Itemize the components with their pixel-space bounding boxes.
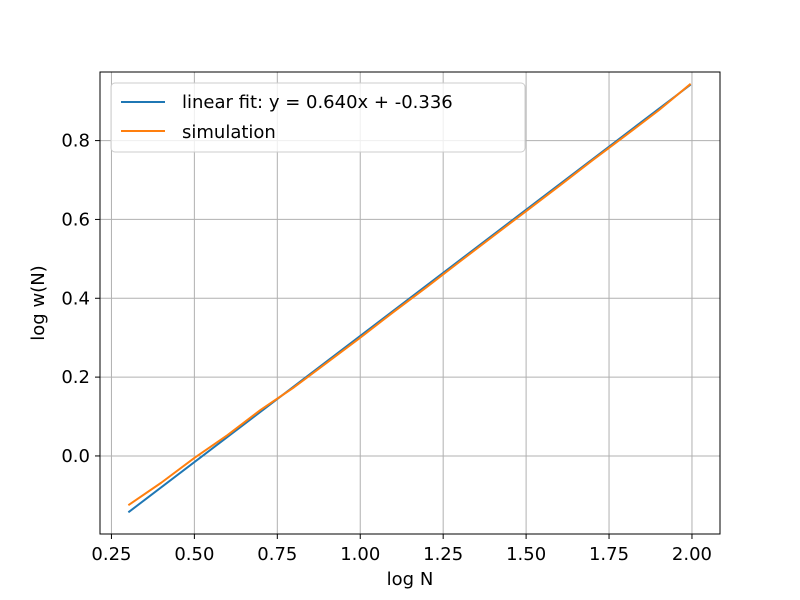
- legend-label-simulation: simulation: [182, 122, 276, 143]
- x-axis-label: log N: [387, 569, 434, 590]
- x-tick-label: 1.75: [589, 544, 629, 565]
- y-tick-label: 0.2: [61, 367, 90, 388]
- x-tick-label: 0.75: [257, 544, 297, 565]
- x-tick-label: 2.00: [672, 544, 712, 565]
- plot-frame: [99, 71, 721, 535]
- y-tick-label: 0.6: [61, 209, 90, 230]
- x-tick-label: 1.50: [506, 544, 546, 565]
- x-tick-label: 0.50: [174, 544, 214, 565]
- y-tick-label: 0.0: [61, 446, 90, 467]
- series-layer: [127, 83, 692, 514]
- y-axis-label: log w(N): [28, 265, 49, 340]
- x-axis: 0.25 0.50 0.75 1.00 1.25 1.50 1.75 2.00: [91, 534, 712, 565]
- legend-label-linear-fit: linear fit: y = 0.640x + -0.336: [182, 92, 453, 113]
- x-tick-label: 1.25: [423, 544, 463, 565]
- x-tick-label: 1.00: [340, 544, 380, 565]
- series-line-simulation: [127, 83, 692, 507]
- y-tick-label: 0.8: [61, 131, 90, 152]
- legend: linear fit: y = 0.640x + -0.336 simulati…: [110, 82, 526, 153]
- y-axis: 0.0 0.2 0.4 0.6 0.8: [61, 131, 100, 467]
- y-tick-label: 0.4: [61, 288, 90, 309]
- x-tick-label: 0.25: [91, 544, 131, 565]
- legend-box: [110, 82, 526, 153]
